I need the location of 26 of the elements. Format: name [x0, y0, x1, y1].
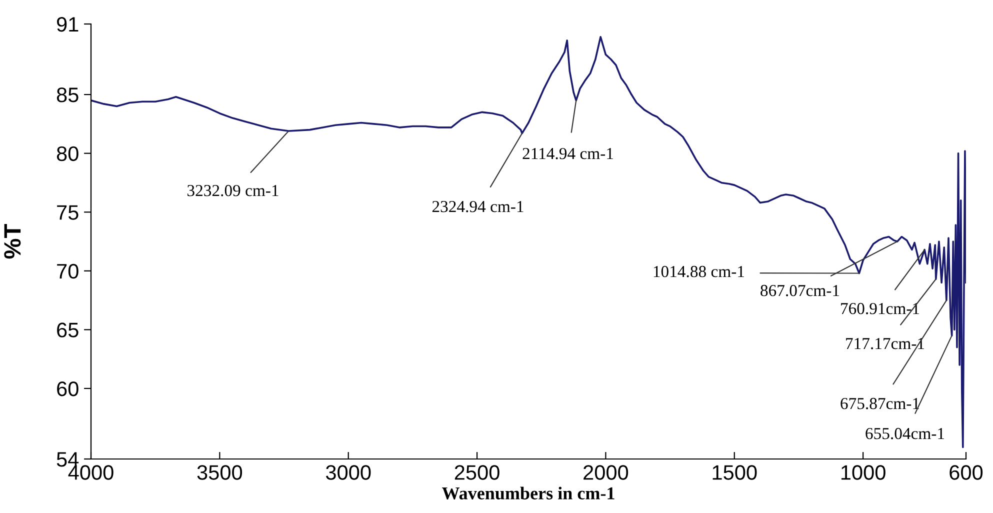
annotation: 867.07cm-1	[760, 284, 840, 296]
x-axis-title: Wavenumbers in cm-1	[442, 486, 614, 500]
y-tick-label: 75	[57, 205, 78, 220]
y-tick-label: 91	[57, 17, 78, 32]
annotation: 3232.09 cm-1	[188, 184, 278, 196]
y-tick-label: 60	[57, 381, 78, 396]
x-tick-label: 3000	[326, 465, 371, 480]
annotation: 2114.94 cm-1	[522, 148, 613, 160]
y-axis-title: %T	[4, 224, 21, 259]
x-tick-label: 600	[950, 465, 983, 480]
x-tick-label: 4000	[68, 465, 114, 480]
y-tick-label: 80	[56, 146, 78, 162]
y-tick-label: 85	[56, 88, 78, 102]
x-tick-label: 1500	[712, 465, 757, 480]
x-tick-label: 3500	[197, 465, 242, 480]
annotation: 2324.94 cm-1	[432, 200, 524, 212]
x-tick-label: 1000	[841, 465, 886, 480]
x-tick-label: 2000	[584, 465, 628, 480]
annotation: 675.87cm-1	[840, 398, 920, 410]
y-tick-label: 70	[57, 264, 78, 279]
annotation: 655.04cm-1	[866, 428, 944, 440]
y-tick-label: 65	[57, 322, 78, 338]
y-tick-label: 54	[56, 452, 79, 467]
line-series	[91, 36, 966, 448]
annotation: 1014.88 cm-1	[654, 266, 744, 278]
x-tick-label: 2500	[454, 465, 500, 480]
